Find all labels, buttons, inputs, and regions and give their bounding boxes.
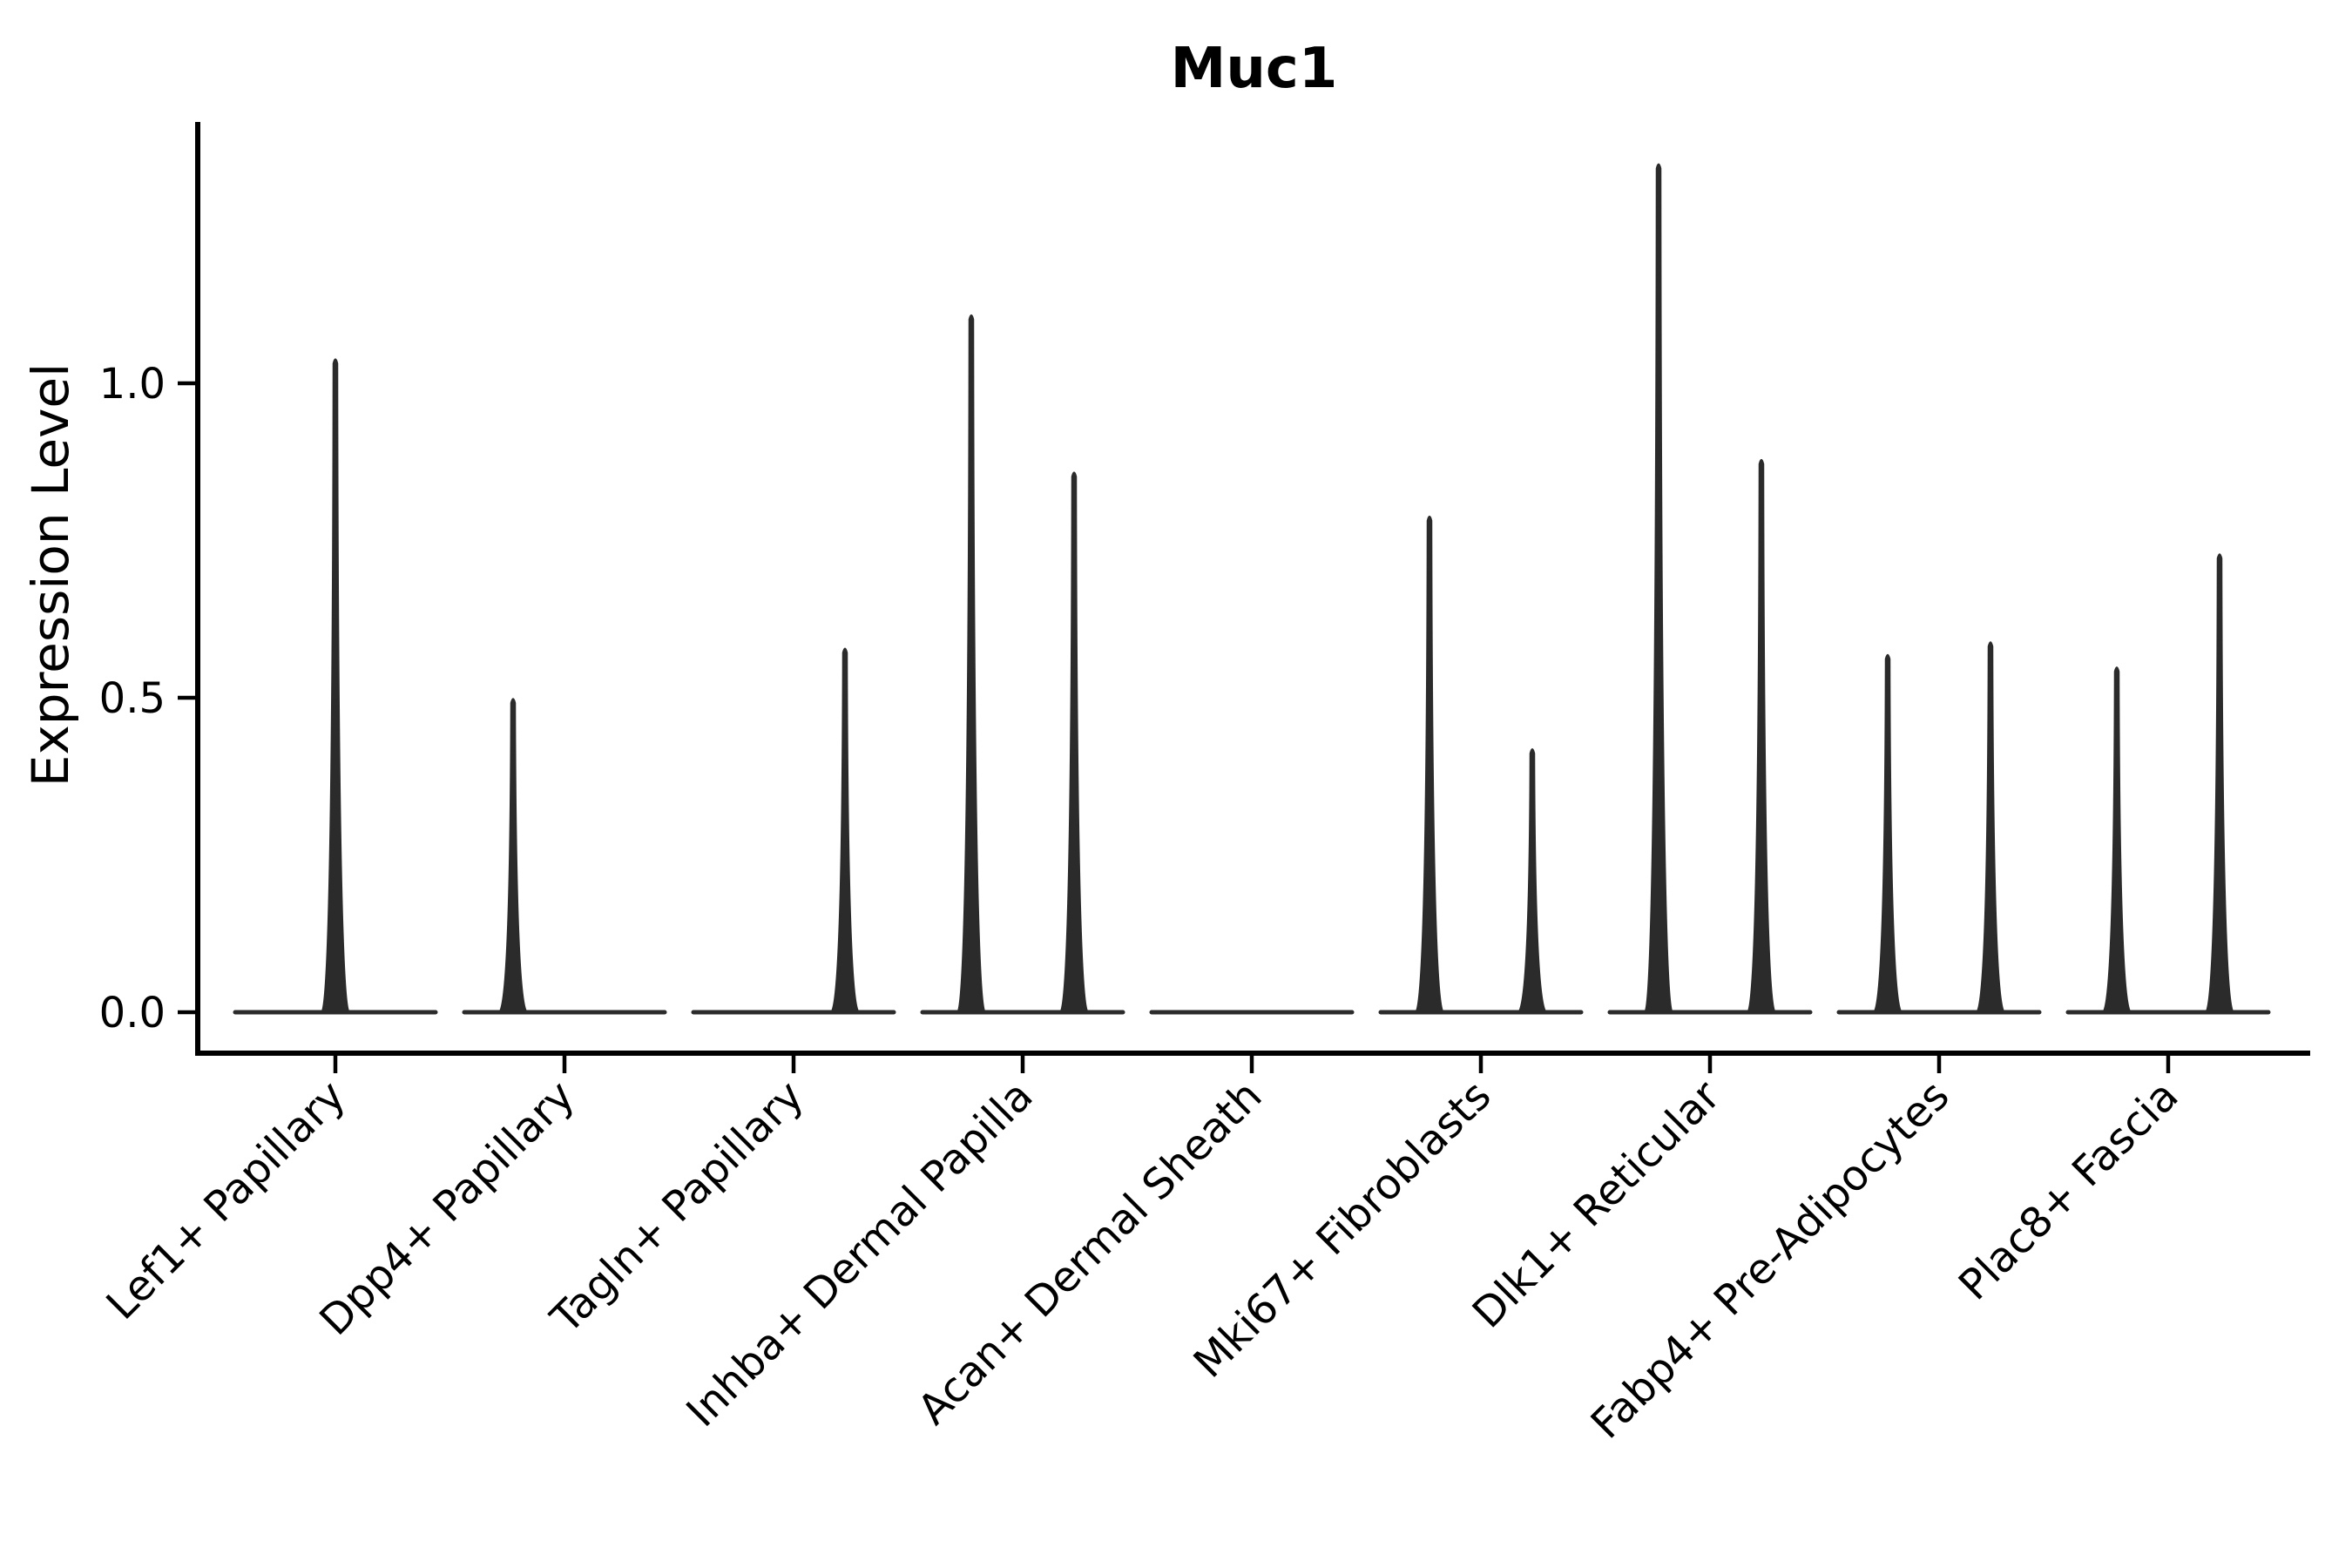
x-tick-label: Dlk1+ Reticular (1463, 1071, 1730, 1338)
violin-spike (830, 647, 860, 1013)
x-tick-label: Dpp4+ Papillary (310, 1071, 584, 1345)
y-tick-label: 0.0 (99, 989, 166, 1037)
violin-spike (1747, 458, 1776, 1013)
violin-spike (1517, 748, 1547, 1013)
violin-spike (1976, 641, 2005, 1013)
violin-spike (2102, 666, 2132, 1013)
violin-spike (2205, 553, 2234, 1013)
violin-spike (1415, 515, 1444, 1013)
violin-spike (1873, 653, 1903, 1013)
violin-spike (321, 358, 350, 1013)
violin-spike (956, 314, 986, 1013)
violin-spike (1059, 471, 1089, 1013)
x-tick-label: Tagln+ Papillary (541, 1071, 813, 1343)
y-axis-label: Expression Level (21, 363, 80, 787)
y-tick-label: 1.0 (99, 360, 166, 409)
violin-spike (1644, 163, 1673, 1013)
y-tick-label: 0.5 (99, 674, 166, 723)
chart-title: Muc1 (1171, 37, 1338, 101)
x-tick-label: Lef1+ Papillary (98, 1071, 355, 1329)
x-tick-label: Plac8+ Fascia (1950, 1071, 2188, 1310)
violin-spike (498, 698, 528, 1013)
